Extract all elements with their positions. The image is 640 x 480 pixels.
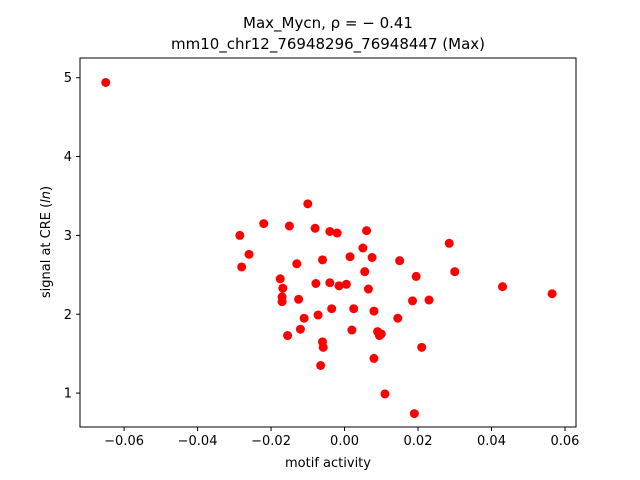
data-point (327, 304, 337, 314)
x-tick-label: 0.00 (330, 434, 359, 449)
data-point (417, 342, 427, 352)
data-point (317, 255, 327, 265)
data-point (325, 278, 335, 288)
x-tick-label: −0.04 (178, 434, 218, 449)
data-point (332, 228, 342, 238)
data-point (283, 331, 293, 341)
y-tick-label: 1 (64, 387, 72, 402)
chart-title-line2: mm10_chr12_76948296_76948447 (Max) (171, 35, 485, 54)
data-point (424, 295, 434, 305)
data-point (369, 306, 379, 316)
data-point (341, 279, 351, 289)
data-point (334, 281, 344, 291)
data-point (292, 259, 302, 269)
data-point (367, 252, 377, 262)
data-point (295, 324, 305, 334)
data-point (294, 294, 304, 304)
data-point (325, 226, 335, 236)
x-tick-label: 0.06 (551, 434, 580, 449)
data-point (316, 361, 326, 370)
x-tick-label: −0.06 (104, 434, 144, 449)
y-axis-label-main: signal at CRE ( (39, 203, 54, 298)
data-point (237, 262, 247, 272)
y-axis-label: signal at CRE (ln) (39, 186, 54, 298)
plot-area (79, 57, 577, 428)
data-point (395, 256, 405, 266)
x-tick-label: 0.04 (477, 434, 506, 449)
data-point (101, 77, 111, 87)
y-axis: 1 2 3 4 5 (64, 71, 80, 402)
data-point (411, 271, 421, 281)
data-point (299, 313, 309, 323)
data-point (380, 389, 390, 399)
data-point (244, 249, 254, 259)
data-point (363, 284, 373, 294)
data-point (303, 199, 313, 209)
x-tick-label: −0.02 (251, 434, 291, 449)
data-point (409, 409, 419, 419)
data-point (259, 219, 269, 229)
data-points (101, 77, 557, 419)
data-point (369, 353, 379, 363)
data-point (345, 252, 355, 262)
y-tick-label: 4 (64, 150, 72, 165)
data-point (275, 274, 285, 284)
data-point (358, 243, 368, 253)
y-tick-label: 3 (64, 229, 72, 244)
y-tick-label: 2 (64, 308, 72, 323)
data-point (311, 279, 321, 288)
data-point (277, 297, 287, 307)
x-axis: −0.06 −0.04 −0.02 0.00 0.02 0.04 0.06 (104, 427, 579, 449)
chart-title-line1: Max_Mycn, ρ = − 0.41 (243, 14, 413, 33)
x-tick-label: 0.02 (404, 434, 433, 449)
data-point (347, 325, 357, 335)
x-axis-label: motif activity (285, 456, 371, 471)
data-point (235, 230, 245, 240)
data-point (547, 289, 557, 299)
data-point (313, 310, 323, 320)
y-tick-label: 5 (64, 71, 72, 86)
data-point (318, 342, 328, 352)
data-point (408, 296, 418, 306)
data-point (450, 267, 460, 277)
data-point (284, 221, 294, 231)
data-point (349, 304, 359, 314)
data-point (444, 238, 454, 248)
data-point (362, 226, 372, 236)
data-point (360, 267, 370, 277)
data-point (310, 223, 320, 233)
data-point (376, 329, 386, 339)
data-point (393, 313, 403, 323)
y-axis-label-close: ) (39, 186, 54, 191)
data-point (498, 282, 508, 292)
y-axis-label-unit: ln (39, 191, 54, 203)
data-point (278, 283, 288, 293)
